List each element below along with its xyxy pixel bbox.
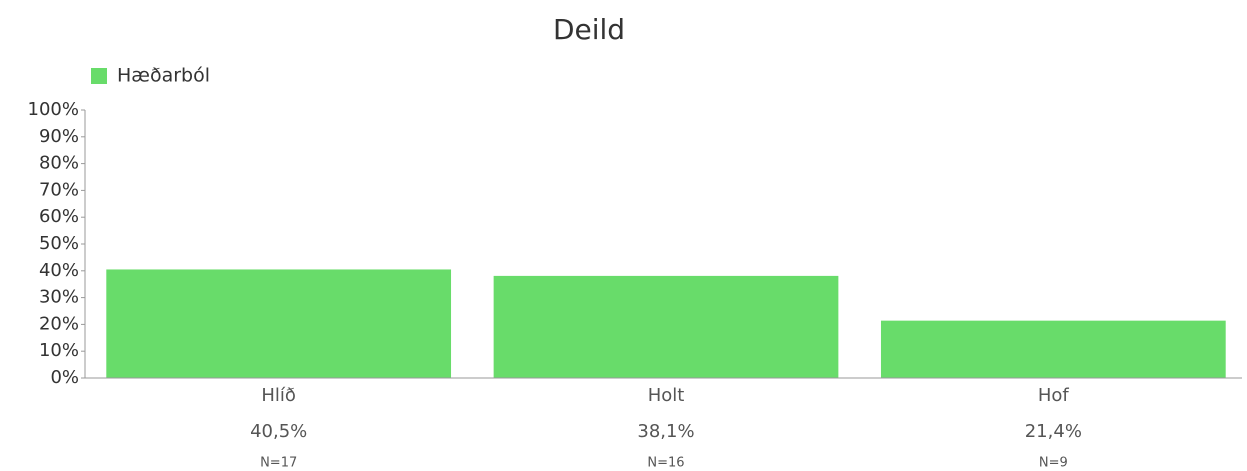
- bar: [880, 320, 1226, 378]
- y-tick-label: 40%: [39, 260, 79, 281]
- bar: [493, 275, 839, 378]
- y-tick-label: 20%: [39, 313, 79, 334]
- y-tick-label: 30%: [39, 287, 79, 308]
- count-label: N=9: [1039, 456, 1068, 471]
- y-tick-label: 60%: [39, 206, 79, 227]
- x-tick-label: Holt: [648, 385, 685, 406]
- chart-title: Deild: [553, 13, 625, 46]
- legend-swatch: [91, 68, 107, 84]
- x-tick-label: Hlíð: [261, 385, 296, 406]
- count-label: N=16: [647, 456, 684, 471]
- y-tick-label: 10%: [39, 340, 79, 361]
- count-label: N=17: [260, 456, 297, 471]
- y-tick-label: 50%: [39, 233, 79, 254]
- y-tick-label: 90%: [39, 126, 79, 147]
- legend-label: Hæðarból: [117, 65, 210, 87]
- x-tick-label: Hof: [1038, 385, 1070, 406]
- y-tick-label: 0%: [50, 367, 79, 388]
- y-tick-label: 80%: [39, 153, 79, 174]
- y-tick-label: 100%: [28, 99, 79, 120]
- y-tick-label: 70%: [39, 179, 79, 200]
- value-label: 21,4%: [1025, 421, 1082, 442]
- bar: [106, 269, 452, 378]
- value-label: 40,5%: [250, 421, 307, 442]
- value-label: 38,1%: [637, 421, 694, 442]
